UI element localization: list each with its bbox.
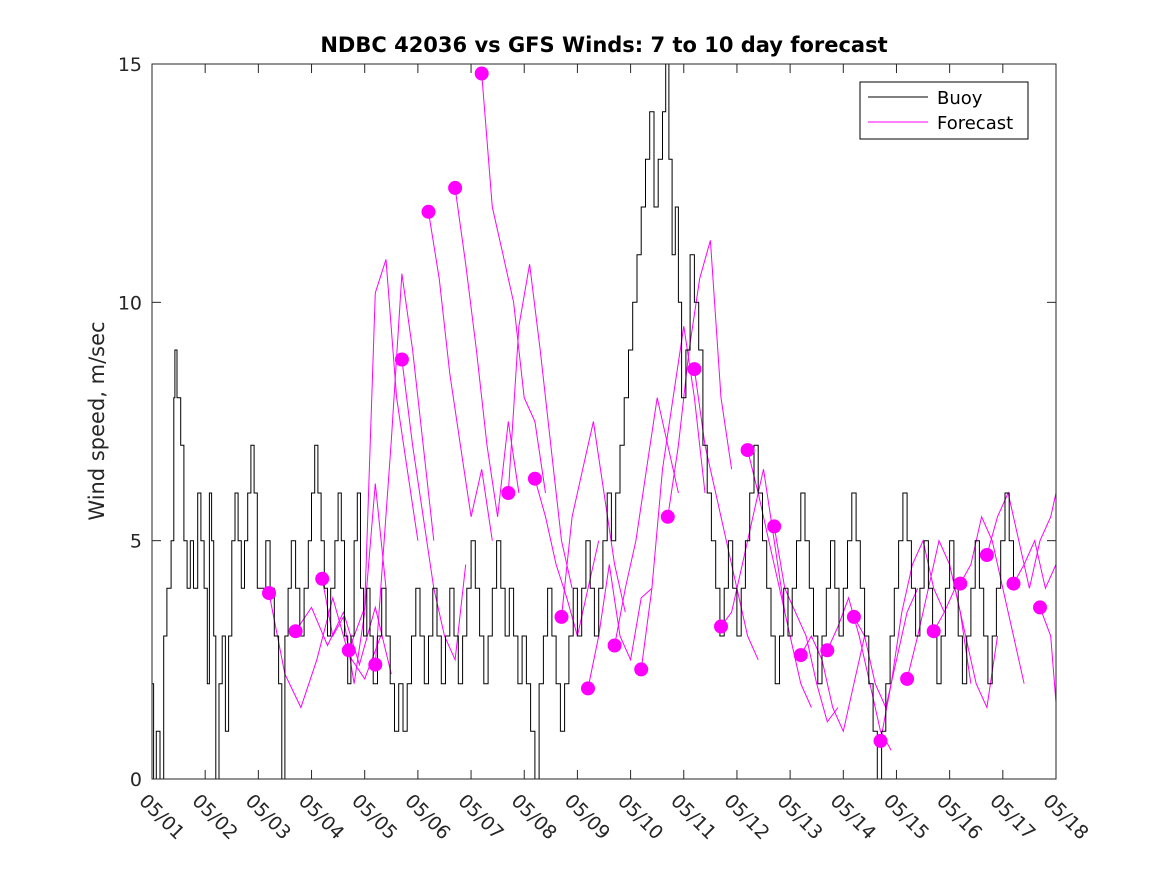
y-tick-label: 15 xyxy=(118,54,142,76)
forecast-marker-12 xyxy=(554,609,569,624)
forecast-line-16 xyxy=(667,240,733,517)
forecast-marker-4 xyxy=(341,643,356,658)
forecast-line-30 xyxy=(1039,607,1057,703)
plot-area xyxy=(152,64,1056,779)
buoy-series xyxy=(152,63,1014,780)
forecast-line-21 xyxy=(800,634,866,733)
legend-forecast-label: Forecast xyxy=(937,113,1013,134)
forecast-line-5 xyxy=(374,273,435,665)
forecast-line-1 xyxy=(268,593,382,709)
forecast-marker-29 xyxy=(1006,576,1021,591)
forecast-marker-3 xyxy=(315,571,330,586)
legend-buoy-label: Buoy xyxy=(937,88,983,109)
forecast-line-8 xyxy=(454,187,520,517)
forecast-marker-22 xyxy=(820,643,835,658)
forecast-marker-20 xyxy=(767,519,782,534)
forecast-marker-30 xyxy=(1033,600,1047,615)
y-axis-label: Wind speed, m/sec xyxy=(85,321,109,520)
buoy-line xyxy=(152,63,1014,780)
forecast-line-9 xyxy=(481,73,546,494)
forecast-marker-11 xyxy=(527,471,542,486)
forecast-marker-16 xyxy=(660,509,675,524)
forecast-line-27 xyxy=(959,515,1025,684)
forecast-marker-13 xyxy=(581,681,595,696)
forecast-line-7 xyxy=(428,211,493,541)
forecast-marker-6 xyxy=(394,352,409,367)
forecast-marker-18 xyxy=(714,619,728,634)
forecast-series xyxy=(268,73,1057,751)
forecast-line-11 xyxy=(534,478,600,637)
y-tick-label: 0 xyxy=(130,769,142,791)
forecast-marker-7 xyxy=(421,204,436,219)
forecast-marker-9 xyxy=(474,66,489,81)
forecast-marker-23 xyxy=(846,609,861,624)
forecast-marker-2 xyxy=(288,624,303,639)
forecast-line-14 xyxy=(614,397,679,646)
forecast-marker-26 xyxy=(926,624,941,639)
forecast-line-22 xyxy=(826,596,892,751)
forecast-line-15 xyxy=(640,326,706,670)
forecast-line-4 xyxy=(348,259,419,651)
forecast-markers xyxy=(262,66,1047,748)
forecast-marker-17 xyxy=(687,362,702,377)
forecast-line-12 xyxy=(561,421,626,617)
forecast-marker-10 xyxy=(501,486,516,500)
forecast-line-18 xyxy=(720,469,786,627)
plot-frame xyxy=(151,63,1057,780)
forecast-marker-5 xyxy=(368,657,383,672)
legend: Buoy Forecast xyxy=(859,81,1029,140)
chart-title: NDBC 42036 vs GFS Winds: 7 to 10 day for… xyxy=(320,33,887,57)
y-tick-label: 10 xyxy=(118,292,142,314)
y-axis-ticks: 0 5 10 15 xyxy=(118,54,1056,791)
forecast-marker-14 xyxy=(607,638,622,653)
forecast-line-2 xyxy=(295,605,392,675)
forecast-marker-8 xyxy=(448,180,463,195)
forecast-line-10 xyxy=(507,264,573,589)
forecast-marker-25 xyxy=(900,671,915,686)
legend-box xyxy=(859,81,1029,140)
forecast-marker-27 xyxy=(953,576,968,591)
forecast-line-26 xyxy=(933,586,998,710)
y-tick-label: 5 xyxy=(130,531,142,553)
forecast-marker-21 xyxy=(793,648,808,663)
forecast-marker-15 xyxy=(634,662,649,677)
forecast-line-29 xyxy=(1013,539,1057,590)
forecast-marker-24 xyxy=(873,733,888,748)
forecast-line-24 xyxy=(880,539,945,741)
forecast-marker-19 xyxy=(740,443,755,458)
forecast-marker-28 xyxy=(979,548,994,562)
forecast-marker-1 xyxy=(262,586,276,601)
forecast-line-3 xyxy=(321,483,387,684)
